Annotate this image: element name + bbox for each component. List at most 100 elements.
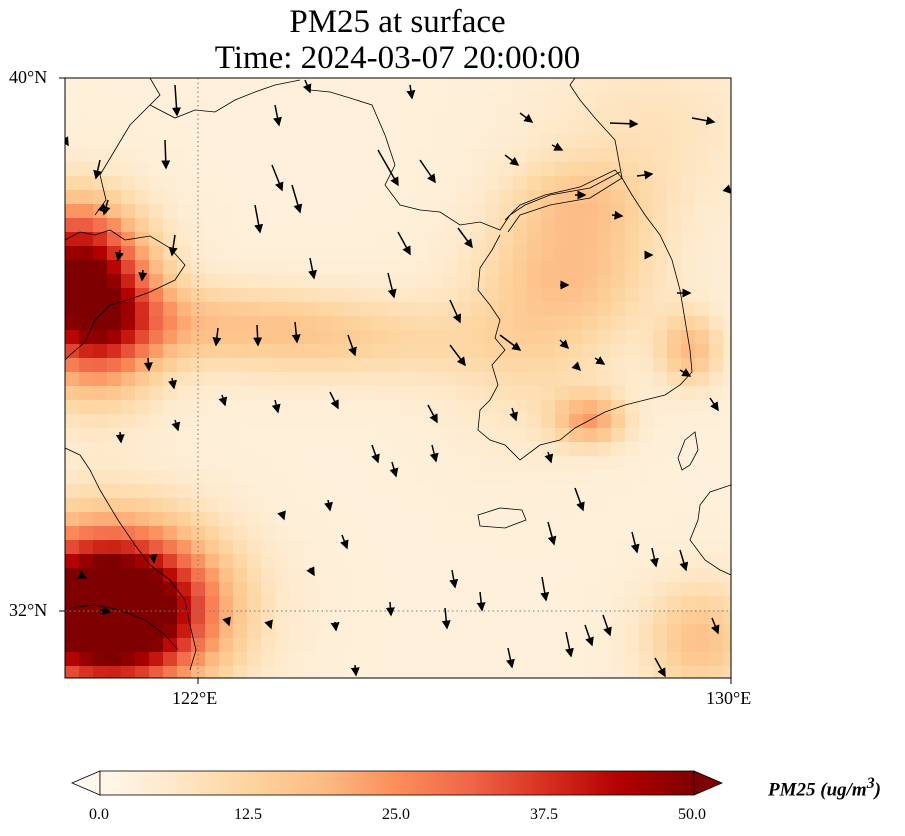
pm25-cell bbox=[93, 330, 108, 345]
pm25-cell bbox=[723, 498, 731, 513]
pm25-cell bbox=[387, 568, 402, 583]
pm25-cell bbox=[611, 442, 626, 457]
pm25-cell bbox=[303, 400, 318, 415]
pm25-cell bbox=[555, 526, 570, 541]
pm25-cell bbox=[317, 596, 332, 611]
pm25-cell bbox=[121, 78, 136, 93]
pm25-cell bbox=[261, 288, 276, 303]
pm25-cell bbox=[275, 204, 290, 219]
pm25-cell bbox=[499, 484, 514, 499]
pm25-cell bbox=[79, 232, 94, 247]
pm25-cell bbox=[527, 498, 542, 513]
pm25-cell bbox=[331, 344, 346, 359]
pm25-cell bbox=[667, 610, 682, 625]
pm25-cell bbox=[429, 638, 444, 653]
wind-arrow bbox=[397, 231, 411, 256]
pm25-cell bbox=[611, 582, 626, 597]
pm25-cell bbox=[541, 358, 556, 373]
pm25-cell bbox=[667, 344, 682, 359]
map-frame bbox=[64, 77, 732, 679]
pm25-cell bbox=[387, 260, 402, 275]
pm25-cell bbox=[569, 246, 584, 261]
pm25-cell bbox=[583, 484, 598, 499]
pm25-cell bbox=[499, 498, 514, 513]
pm25-cell bbox=[639, 330, 654, 345]
pm25-cell bbox=[149, 176, 164, 191]
pm25-cell bbox=[79, 162, 94, 177]
pm25-cell bbox=[443, 624, 458, 639]
pm25-cell bbox=[373, 134, 388, 149]
pm25-cell bbox=[303, 372, 318, 387]
pm25-cell bbox=[149, 260, 164, 275]
pm25-cell bbox=[107, 568, 122, 583]
pm25-cell bbox=[695, 176, 710, 191]
pm25-cell bbox=[639, 288, 654, 303]
pm25-cell bbox=[597, 78, 612, 93]
pm25-cell bbox=[149, 78, 164, 93]
pm25-cell bbox=[415, 288, 430, 303]
pm25-cell bbox=[79, 456, 94, 471]
pm25-cell bbox=[387, 512, 402, 527]
pm25-cell bbox=[625, 302, 640, 317]
pm25-cell bbox=[583, 428, 598, 443]
pm25-cell bbox=[205, 302, 220, 317]
pm25-cell bbox=[541, 134, 556, 149]
pm25-cell bbox=[317, 92, 332, 107]
pm25-cell bbox=[177, 512, 192, 527]
pm25-cell bbox=[597, 386, 612, 401]
pm25-cell bbox=[65, 540, 80, 555]
pm25-cell bbox=[121, 288, 136, 303]
pm25-cell bbox=[639, 484, 654, 499]
pm25-cell bbox=[723, 260, 731, 275]
pm25-cell bbox=[135, 498, 150, 513]
pm25-cell bbox=[359, 596, 374, 611]
pm25-cell bbox=[513, 190, 528, 205]
pm25-cell bbox=[303, 540, 318, 555]
pm25-cell bbox=[611, 652, 626, 667]
pm25-cell bbox=[667, 624, 682, 639]
pm25-cell bbox=[205, 386, 220, 401]
pm25-cell bbox=[695, 596, 710, 611]
pm25-cell bbox=[387, 246, 402, 261]
pm25-cell bbox=[233, 414, 248, 429]
pm25-cell bbox=[345, 302, 360, 317]
pm25-cell bbox=[373, 512, 388, 527]
pm25-cell bbox=[499, 78, 514, 93]
pm25-cell bbox=[177, 414, 192, 429]
pm25-cell bbox=[93, 120, 108, 135]
pm25-cell bbox=[667, 568, 682, 583]
pm25-cell bbox=[429, 554, 444, 569]
pm25-cell bbox=[541, 344, 556, 359]
pm25-cell bbox=[569, 470, 584, 485]
pm25-cell bbox=[191, 372, 206, 387]
pm25-cell bbox=[205, 624, 220, 639]
pm25-cell bbox=[625, 218, 640, 233]
pm25-cell bbox=[471, 302, 486, 317]
pm25-cell bbox=[653, 652, 668, 667]
pm25-cell bbox=[205, 666, 220, 678]
pm25-cell bbox=[625, 120, 640, 135]
pm25-cell bbox=[275, 316, 290, 331]
pm25-cell bbox=[275, 666, 290, 678]
pm25-cell bbox=[457, 148, 472, 163]
colorbar-extend-min bbox=[70, 770, 101, 796]
pm25-cell bbox=[65, 316, 80, 331]
pm25-cell bbox=[149, 652, 164, 667]
pm25-cell bbox=[695, 148, 710, 163]
pm25-cell bbox=[219, 512, 234, 527]
pm25-cell bbox=[625, 624, 640, 639]
pm25-cell bbox=[541, 484, 556, 499]
pm25-cell bbox=[709, 260, 724, 275]
pm25-cell bbox=[107, 176, 122, 191]
pm25-cell bbox=[527, 204, 542, 219]
pm25-cell bbox=[121, 134, 136, 149]
pm25-cell bbox=[597, 554, 612, 569]
pm25-cell bbox=[667, 456, 682, 471]
pm25-cell bbox=[121, 484, 136, 499]
pm25-cell bbox=[401, 372, 416, 387]
pm25-cell bbox=[317, 162, 332, 177]
colorbar-tick-50: 50.0 bbox=[678, 806, 706, 823]
pm25-cell bbox=[219, 526, 234, 541]
pm25-cell bbox=[345, 330, 360, 345]
pm25-cell bbox=[149, 246, 164, 261]
